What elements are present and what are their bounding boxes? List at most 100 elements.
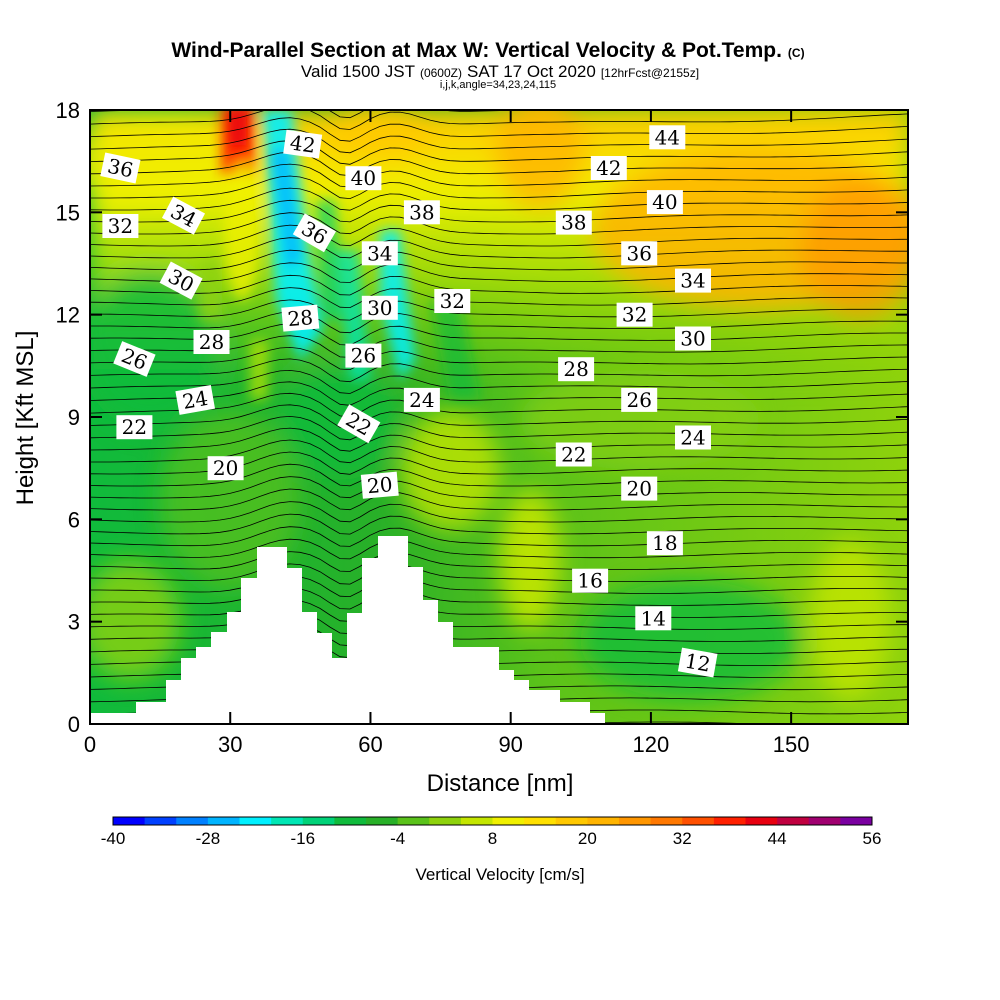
isentrope-line xyxy=(90,463,908,487)
contour-label-box xyxy=(102,214,139,238)
contour-label-text: 32 xyxy=(440,289,465,313)
contour-label-text: 42 xyxy=(288,130,317,157)
contour-label-text: 32 xyxy=(622,303,647,327)
colorbar-cell xyxy=(144,817,177,825)
contour-label: 38 xyxy=(555,210,592,235)
contour-label: 20 xyxy=(360,471,399,499)
colorbar-cell xyxy=(176,817,209,825)
contour-label-box xyxy=(113,341,156,377)
contour-label-box xyxy=(337,404,381,444)
contour-label-text: 38 xyxy=(561,211,586,235)
isentrope-line xyxy=(90,551,908,572)
forecast-tag: [12hrFcst@2155z] xyxy=(601,66,699,80)
isentrope-line xyxy=(90,346,908,371)
colorbar: -40 -28 -16 -4 8 20 32 44 56 Vertical Velocity [… xyxy=(101,816,882,884)
isentrope-line xyxy=(90,427,908,452)
contour-label-box xyxy=(646,531,683,556)
colorbar-tick-label: 20 xyxy=(578,829,597,848)
isentrope-line xyxy=(90,369,908,394)
isentrope-line xyxy=(90,415,908,441)
isentrope-line xyxy=(90,175,908,200)
valid-time: Valid 1500 JST xyxy=(301,62,415,81)
colorbar-cell xyxy=(840,817,873,825)
contour-label-box xyxy=(116,415,153,440)
contour-label-text: 20 xyxy=(366,472,393,498)
colorbar-tick-label: -40 xyxy=(101,829,126,848)
contour-label: 32 xyxy=(102,214,139,238)
contour-label: 36 xyxy=(100,152,141,184)
contour-label-box xyxy=(675,326,711,351)
colorbar-cell xyxy=(619,817,652,825)
isentrope-line xyxy=(90,249,908,271)
contour-label-text: 28 xyxy=(287,305,314,331)
x-tick-label: 120 xyxy=(633,732,670,757)
contour-label-box xyxy=(345,166,382,191)
isentrope-line xyxy=(90,163,908,188)
contour-label-text: 14 xyxy=(641,606,666,630)
contour-label: 28 xyxy=(193,330,230,354)
contour-label-box xyxy=(590,156,627,180)
colorbar-title: Vertical Velocity [cm/s] xyxy=(415,865,584,884)
colorbar-cell xyxy=(460,817,494,825)
colorbar-cell xyxy=(271,817,304,825)
x-tick-label: 150 xyxy=(773,732,810,757)
chart-indices: i,j,k,angle=34,23,24,115 xyxy=(440,79,556,91)
contour-label-box xyxy=(675,425,711,450)
valid-utc: (0600Z) xyxy=(420,66,462,80)
isentrope-line xyxy=(90,587,908,610)
isentrope-line xyxy=(90,392,908,418)
contour-label-box xyxy=(193,330,230,354)
contour-label-text: 28 xyxy=(199,330,224,354)
isentrope-line xyxy=(90,538,908,560)
colorbar-cell xyxy=(492,817,525,825)
isentrope-line xyxy=(90,212,908,235)
isentrope-line xyxy=(90,476,908,499)
chart-title-mark: (C) xyxy=(788,46,805,60)
contour-label-box xyxy=(403,387,440,412)
contour-label: 34 xyxy=(675,268,711,293)
colorbar-cell xyxy=(334,817,367,825)
chart-title-main: Wind-Parallel Section at Max W: Vertical… xyxy=(171,39,782,62)
colorbar-cell xyxy=(397,817,430,825)
velocity-field xyxy=(90,110,908,724)
colorbar-cell xyxy=(239,817,272,825)
contour-label-text: 36 xyxy=(105,154,135,183)
colorbar-cell xyxy=(650,817,683,825)
contour-label-text: 34 xyxy=(680,269,705,293)
y-axis-title: Height [Kft MSL] xyxy=(12,331,39,506)
contour-label-text: 44 xyxy=(655,125,680,149)
contour-label-text: 30 xyxy=(367,296,392,320)
contour-label-text: 24 xyxy=(181,386,210,414)
contour-label: 14 xyxy=(635,606,672,631)
isentrope-line xyxy=(90,262,908,283)
contour-label-box xyxy=(621,387,658,412)
colorbar-frame xyxy=(112,816,873,826)
contour-label-text: 20 xyxy=(626,477,651,501)
contour-label: 20 xyxy=(621,476,658,501)
x-axis-title: Distance [nm] xyxy=(427,770,574,797)
y-tick-label: 12 xyxy=(56,303,80,328)
contour-label: 38 xyxy=(403,200,440,225)
contour-label-box xyxy=(292,213,336,253)
y-tick-label: 3 xyxy=(68,610,80,635)
contour-label-text: 36 xyxy=(626,241,651,265)
contour-label-box xyxy=(555,442,592,467)
contour-label-text: 16 xyxy=(577,569,602,593)
contour-label-text: 40 xyxy=(351,166,376,190)
colorbar-cell xyxy=(429,817,462,825)
y-tick-label: 9 xyxy=(68,405,80,430)
isentrope-line xyxy=(90,199,908,223)
x-tick-label: 0 xyxy=(84,732,96,757)
colorbar-cell xyxy=(713,817,747,825)
contour-label: 26 xyxy=(345,343,382,368)
contour-label-box xyxy=(360,471,399,499)
x-tick-label: 30 xyxy=(218,732,242,757)
contour-label-text: 22 xyxy=(561,443,586,467)
colorbar-tick-label: 56 xyxy=(863,829,882,848)
contour-label: 22 xyxy=(555,442,592,467)
chart-title: Wind-Parallel Section at Max W: Vertical… xyxy=(171,39,804,62)
y-tick-label: 0 xyxy=(68,712,80,737)
contour-label: 42 xyxy=(283,129,323,159)
contour-label-box xyxy=(555,210,592,235)
